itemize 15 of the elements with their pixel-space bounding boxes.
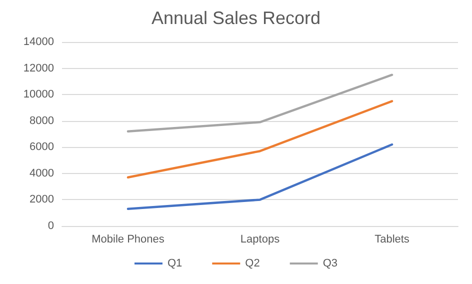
y-tick-label: 0 — [48, 220, 54, 232]
x-tick-label: Tablets — [374, 234, 410, 246]
x-tick-label: Mobile Phones — [92, 234, 165, 246]
chart-title: Annual Sales Record — [151, 8, 321, 28]
y-tick-label: 12000 — [23, 62, 54, 74]
y-tick-label: 4000 — [30, 167, 54, 180]
legend-label: Q3 — [322, 258, 338, 270]
y-tick-label: 2000 — [30, 194, 54, 206]
y-tick-label: 14000 — [23, 36, 54, 48]
legend-label: Q2 — [245, 258, 260, 270]
x-tick-label: Laptops — [240, 234, 280, 246]
legend-label: Q1 — [167, 258, 182, 270]
y-tick-label: 10000 — [23, 88, 54, 101]
y-tick-label: 6000 — [30, 141, 54, 154]
y-tick-label: 8000 — [30, 114, 54, 127]
